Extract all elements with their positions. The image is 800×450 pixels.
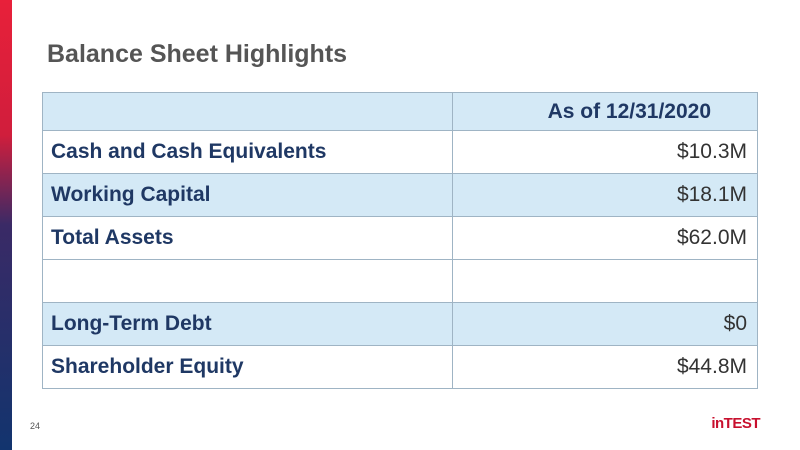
row: Long-Term Debt $0 <box>41 302 758 346</box>
row-value: $0 <box>452 302 758 346</box>
spacer-row <box>41 259 758 303</box>
balance-table: As of 12/31/2020 Cash and Cash Equivalen… <box>41 92 758 389</box>
row-label: Working Capital <box>41 173 454 217</box>
logo: inTEST <box>711 415 760 432</box>
row-label: Cash and Cash Equivalents <box>41 130 454 174</box>
header-cell <box>41 92 454 131</box>
page-number: 24 <box>30 421 41 431</box>
row: Cash and Cash Equivalents $10.3M <box>41 130 758 174</box>
row-label: Shareholder Equity <box>41 345 454 389</box>
header-cell: As of 12/31/2020 <box>452 92 758 131</box>
empty-cell <box>41 259 454 303</box>
row-value: $10.3M <box>452 130 758 174</box>
header-row: As of 12/31/2020 <box>41 92 758 131</box>
row: Shareholder Equity $44.8M <box>41 345 758 389</box>
row-value: $62.0M <box>452 216 758 260</box>
accent-stripe <box>0 0 12 450</box>
slide-title: Balance Sheet Highlights <box>47 40 348 68</box>
row: Total Assets $62.0M <box>41 216 758 260</box>
empty-cell <box>452 259 758 303</box>
row-value: $18.1M <box>452 173 758 217</box>
row-value: $44.8M <box>452 345 758 389</box>
row-label: Long-Term Debt <box>41 302 454 346</box>
row-label: Total Assets <box>41 216 454 260</box>
row: Working Capital $18.1M <box>41 173 758 217</box>
